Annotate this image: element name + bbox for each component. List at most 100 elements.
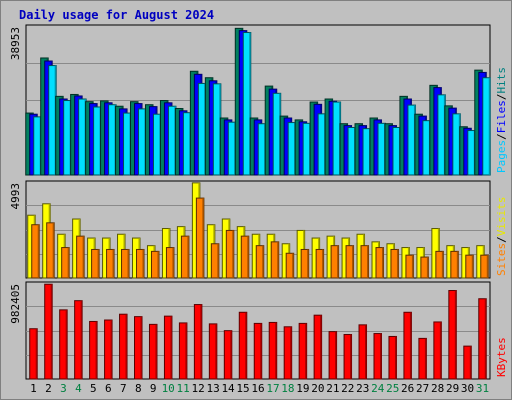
bar-shade	[365, 324, 367, 379]
bar-shade	[127, 249, 130, 278]
bar-kbytes-day-8	[134, 316, 143, 380]
bar-pages-day-18	[287, 122, 297, 176]
bar-sites-day-25	[390, 248, 399, 279]
panel-max-label: 4993	[9, 183, 22, 210]
bar-kbytes-day-7	[119, 313, 128, 380]
bar-pages-day-5	[93, 106, 102, 176]
bar-kbytes-day-15	[238, 311, 248, 380]
bar-shade	[335, 331, 337, 379]
bar-shade	[95, 321, 98, 379]
bar-shade	[352, 245, 354, 278]
bar-kbytes-day-1	[29, 328, 38, 380]
bar-kbytes-day-19	[298, 322, 308, 380]
bar-pages-day-25	[392, 127, 401, 176]
bar-pages-day-3	[63, 100, 72, 176]
chart-title: Daily usage for August 2024	[19, 8, 214, 22]
bar-shade	[187, 236, 189, 278]
bar-kbytes-day-25	[388, 335, 397, 380]
bar-kbytes-day-27	[418, 337, 427, 380]
bar-shade	[488, 77, 491, 175]
bar-pages-day-24	[377, 122, 386, 176]
panel-max-label: 38953	[9, 27, 22, 60]
bar-sites-day-15	[240, 235, 250, 279]
bar-kbytes-day-4	[74, 300, 83, 380]
x-tick-label: 13	[206, 382, 219, 395]
bar-kbytes-day-2	[44, 283, 53, 380]
x-tick-label: 19	[296, 382, 309, 395]
x-tick-label: 5	[90, 382, 97, 395]
bar-shade	[140, 316, 143, 379]
bar-shade	[486, 255, 489, 278]
x-tick-label: 29	[446, 382, 459, 395]
bar-sites-day-14	[225, 229, 235, 279]
bar-shade	[112, 249, 115, 278]
legend-entry: Files	[495, 100, 508, 133]
bar-sites-day-20	[315, 248, 325, 279]
x-tick-label: 31	[476, 382, 489, 395]
bar-kbytes-day-12	[193, 304, 203, 380]
bar-shade	[142, 249, 145, 278]
bar-kbytes-day-28	[433, 321, 442, 380]
bar-shade	[469, 346, 472, 379]
bar-shade	[484, 298, 487, 379]
x-tick-label: 21	[326, 382, 339, 395]
x-tick-label: 1	[30, 382, 37, 395]
legend-entry: /	[495, 236, 508, 243]
bar-shade	[367, 245, 369, 278]
bar-shade	[125, 314, 128, 379]
bar-shade	[260, 323, 262, 379]
bar-kbytes-day-23	[358, 324, 368, 380]
legend-entry: KBytes	[495, 337, 508, 377]
bar-kbytes-day-10	[163, 315, 173, 380]
bar-pages-day-21	[332, 101, 342, 176]
bar-shade	[320, 315, 322, 379]
bar-shade	[379, 333, 382, 379]
bar-pages-day-2	[48, 65, 57, 176]
x-tick-label: 6	[105, 382, 112, 395]
panel-legend: Pages/Files/Hits	[495, 67, 508, 173]
bar-sites-day-9	[150, 250, 160, 279]
bar-shade	[155, 324, 157, 379]
bar-sites-day-22	[345, 245, 355, 279]
bar-shade	[396, 249, 399, 278]
bar-shade	[292, 253, 294, 278]
x-tick-label: 14	[221, 382, 235, 395]
bar-pages-day-29	[452, 113, 461, 176]
bar-shade	[456, 251, 459, 278]
panels-layer: 38953Pages/Files/Hits4993Sites/Visits982…	[9, 24, 508, 380]
bar-sites-day-26	[405, 254, 414, 279]
x-tick-label: 28	[431, 382, 444, 395]
bar-shade	[67, 247, 70, 278]
bar-sites-day-24	[375, 247, 384, 279]
bar-kbytes-day-31	[478, 298, 487, 380]
legend-entry: Visits	[495, 197, 508, 237]
bar-shade	[441, 251, 444, 278]
bar-sites-day-7	[121, 248, 130, 279]
bar-shade	[409, 312, 412, 379]
bar-shade	[275, 322, 277, 379]
bar-shade	[50, 284, 53, 379]
x-tick-label: 24	[371, 382, 385, 395]
bar-shade	[157, 251, 159, 278]
x-tick-label: 18	[281, 382, 294, 395]
bar-sites-day-16	[255, 245, 265, 279]
bar-shade	[52, 222, 55, 278]
bar-shade	[65, 309, 68, 379]
bar-pages-day-10	[167, 105, 177, 176]
bar-shade	[97, 249, 100, 278]
bar-pages-day-4	[78, 98, 87, 176]
bar-pages-day-28	[437, 94, 446, 176]
panel-sites-visits: 4993 Sites/Visits	[9, 180, 508, 279]
bar-shade	[245, 312, 247, 379]
x-tick-label: 16	[251, 382, 264, 395]
legend-entry: Hits	[495, 67, 508, 94]
bar-shade	[232, 230, 234, 278]
bar-shade	[262, 245, 264, 278]
bar-sites-day-6	[106, 248, 115, 279]
bar-kbytes-day-24	[373, 333, 382, 380]
bar-sites-day-19	[300, 248, 310, 279]
panel-pages-files-hits: 38953 Pages/Files/Hits	[9, 24, 508, 176]
bar-pages-day-20	[317, 113, 327, 176]
legend-entry: Sites	[495, 243, 508, 276]
